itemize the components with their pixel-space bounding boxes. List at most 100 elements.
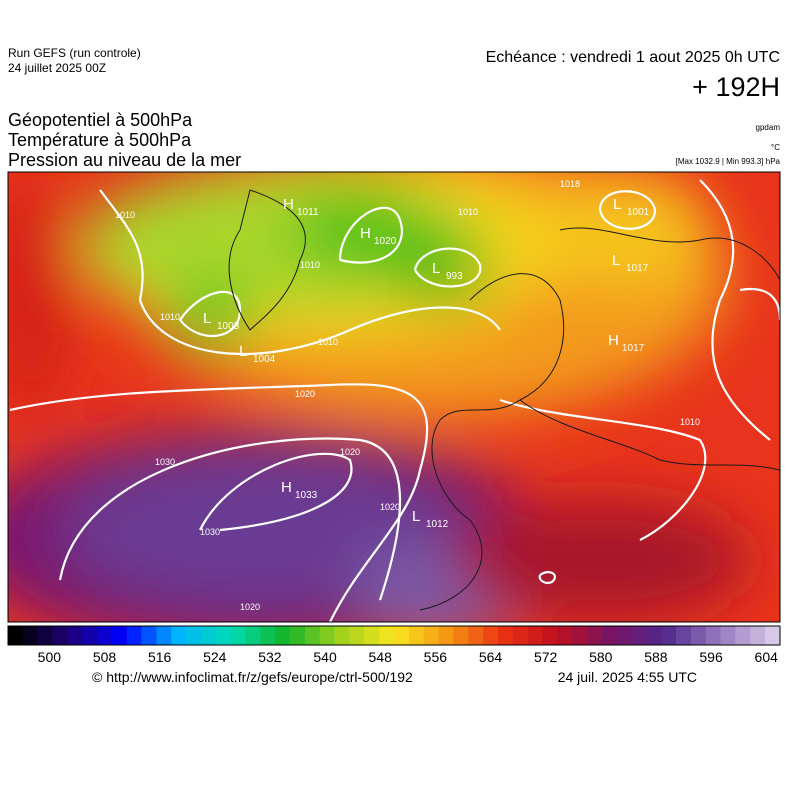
isobar-label: 1030	[200, 527, 220, 537]
colorbar-cell	[245, 626, 261, 645]
center-value: 1017	[622, 343, 645, 354]
colorbar-cell	[408, 626, 424, 645]
center-value: 1003	[217, 321, 240, 332]
colorbar-cell	[601, 626, 617, 645]
isobar-label: 1010	[680, 417, 700, 427]
colorbar-tick-label: 508	[93, 649, 117, 665]
center-value: 993	[446, 271, 463, 282]
colorbar-cell	[438, 626, 454, 645]
colorbar-cell	[82, 626, 98, 645]
isobar-label: 1010	[318, 337, 338, 347]
center-value: 1033	[295, 490, 318, 501]
colorbar-cell	[379, 626, 395, 645]
colorbar-tick-label: 588	[644, 649, 668, 665]
colorbar-cell	[423, 626, 439, 645]
isobar-label: 1018	[560, 179, 580, 189]
colorbar-cell	[394, 626, 410, 645]
isobar-label: 1010	[300, 260, 320, 270]
isobar-label: 1010	[115, 210, 135, 220]
colorbar-cell	[67, 626, 83, 645]
center-value: 1004	[253, 354, 276, 365]
colorbar-cell	[572, 626, 588, 645]
colorbar-cell	[542, 626, 558, 645]
center-value: 1001	[627, 207, 650, 218]
unit: gpdam	[756, 123, 781, 132]
colorbar-cell	[497, 626, 514, 645]
colorbar-cell	[126, 626, 142, 645]
center-letter: L	[239, 343, 247, 360]
credit: © http://www.infoclimat.fr/z/gefs/europe…	[92, 669, 413, 685]
colorbar-cell	[111, 626, 128, 645]
colorbar-cell	[290, 626, 306, 645]
layer: Température à 500hPa	[8, 130, 192, 150]
colorbar-cell	[37, 626, 53, 645]
colorbar-cell	[201, 626, 217, 645]
colorbar-tick-label: 556	[424, 649, 448, 665]
layer: Géopotentiel à 500hPa	[8, 110, 193, 130]
colorbar-cell	[765, 626, 781, 645]
center-value: 1012	[426, 519, 449, 530]
colorbar-cell	[22, 626, 38, 645]
center-letter: L	[432, 260, 440, 277]
map-frame	[7, 171, 781, 623]
isobar-label: 1020	[380, 502, 400, 512]
colorbar-tick-label: 548	[369, 649, 393, 665]
center-letter: H	[283, 196, 294, 213]
isobars	[9, 179, 780, 622]
colorbar-cell	[527, 626, 543, 645]
run-date: 24 juillet 2025 00Z	[8, 61, 106, 75]
colorbar-cell	[705, 626, 721, 645]
colorbar-tick-label: 596	[699, 649, 723, 665]
center-value: 1020	[374, 236, 397, 247]
colorbar-cell	[141, 626, 157, 645]
unit: °C	[771, 143, 780, 152]
colorbar-cell	[616, 626, 632, 645]
center-letter: H	[360, 225, 371, 242]
colorbar-cell	[260, 626, 276, 645]
isobar-label: 1020	[340, 447, 360, 457]
center-letter: H	[608, 332, 619, 349]
colorbar-tick-label: 604	[755, 649, 779, 665]
unit: [Max 1032.9 | Min 993.3] hPa	[676, 157, 781, 166]
colorbar-tick-label: 564	[479, 649, 503, 665]
colorbar-cell	[319, 626, 335, 645]
colorbar-cell	[171, 626, 187, 645]
colorbar-tick-label: 524	[203, 649, 227, 665]
colorbar-cell	[349, 626, 365, 645]
timestamp: 24 juil. 2025 4:55 UTC	[558, 669, 697, 685]
colorbar-cell	[750, 626, 766, 645]
colorbar-cell	[661, 626, 677, 645]
center-letter: L	[412, 508, 420, 525]
colorbar-cell	[468, 626, 484, 645]
center-value: 1017	[626, 263, 649, 274]
colorbar-cell	[334, 626, 350, 645]
colorbar-tick-label: 532	[258, 649, 282, 665]
colorbar-cell	[720, 626, 736, 645]
colorbar-cell	[8, 626, 24, 645]
colorbar-cell	[587, 626, 603, 645]
run: Run GEFS (run controle)	[8, 46, 141, 60]
colorbar-cell	[97, 626, 113, 645]
colorbar-cell	[215, 626, 231, 645]
layer: Pression au niveau de la mer	[8, 150, 241, 170]
echeance: Echéance : vendredi 1 aout 2025 0h UTC	[486, 49, 780, 66]
colorbar-cell	[230, 626, 246, 645]
colorbar-cell	[557, 626, 573, 645]
colorbar-tick-label: 500	[38, 649, 62, 665]
colorbar-cell	[364, 626, 380, 645]
colorbar-cell	[275, 626, 291, 645]
coastlines	[228, 189, 780, 611]
colorbar-cell	[646, 626, 662, 645]
isobar-label: 1010	[160, 312, 180, 322]
colorbar-cell	[735, 626, 751, 645]
colorbar-cell	[483, 626, 499, 645]
colorbar-tick-label: 540	[313, 649, 337, 665]
colorbar-tick-label: 572	[534, 649, 558, 665]
isobar-label: 1010	[458, 207, 478, 217]
isobar-label: 1020	[240, 602, 260, 612]
colorbar-cell	[453, 626, 469, 645]
isobar-label: 1030	[155, 457, 175, 467]
colorbar-frame	[7, 625, 781, 646]
